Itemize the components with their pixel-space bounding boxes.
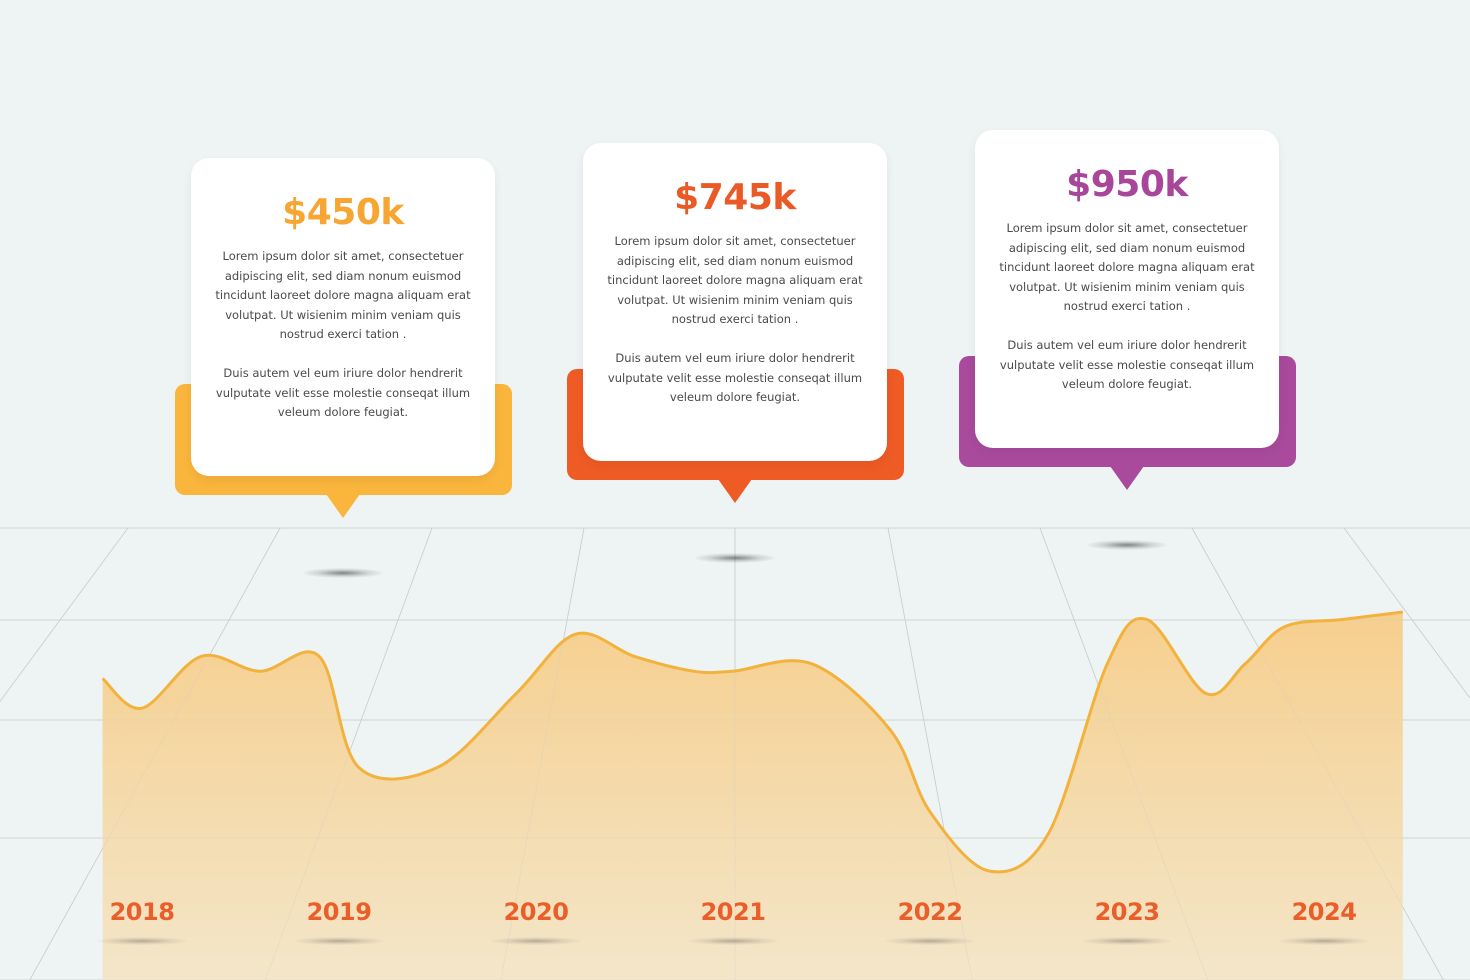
grid-vertical-line bbox=[1343, 527, 1470, 699]
x-axis-label-shadow bbox=[1279, 937, 1369, 945]
callout-card-body: $745k Lorem ipsum dolor sit amet, consect… bbox=[583, 143, 887, 461]
grid-vertical-line bbox=[500, 527, 585, 980]
callout-value: $745k bbox=[674, 177, 796, 218]
grid-vertical-line bbox=[0, 527, 129, 702]
callout-paragraph-2: Duis autem vel eum iriure dolor hendreri… bbox=[215, 365, 471, 420]
callout-pointer bbox=[326, 494, 360, 518]
callout-paragraph-1: Lorem ipsum dolor sit amet, consectetuer… bbox=[215, 249, 471, 342]
grid-vertical-line bbox=[1343, 527, 1470, 699]
callout-paragraph-1: Lorem ipsum dolor sit amet, consectetuer… bbox=[607, 234, 863, 327]
x-axis-label-2022: 2022 bbox=[897, 898, 963, 926]
callout-marker-shadow bbox=[303, 568, 383, 578]
x-axis-label-shadow bbox=[491, 937, 581, 945]
area-series-line bbox=[101, 610, 1403, 874]
x-axis-label-2019: 2019 bbox=[306, 898, 372, 926]
x-axis-label-2020: 2020 bbox=[503, 898, 569, 926]
callout-pointer bbox=[1110, 466, 1144, 490]
callout-paragraph-2: Duis autem vel eum iriure dolor hendreri… bbox=[607, 350, 863, 405]
callout-value: $950k bbox=[1066, 164, 1188, 205]
grid-vertical-line bbox=[29, 527, 281, 980]
grid-vertical-line bbox=[1039, 527, 1209, 980]
x-axis-label-shadow bbox=[97, 937, 187, 945]
callout-pointer bbox=[718, 479, 752, 503]
callout-card-body: $450k Lorem ipsum dolor sit amet, consect… bbox=[191, 158, 495, 476]
grid-lines-overlay bbox=[0, 527, 1470, 980]
x-axis-label-shadow bbox=[885, 937, 975, 945]
callout-paragraph-2: Duis autem vel eum iriure dolor hendreri… bbox=[999, 337, 1255, 392]
callout-paragraph-1: Lorem ipsum dolor sit amet, consectetuer… bbox=[999, 221, 1255, 314]
x-axis-label-shadow bbox=[294, 937, 384, 945]
callout-marker-shadow bbox=[1087, 540, 1167, 550]
x-axis-label-shadow bbox=[1082, 937, 1172, 945]
grid-vertical-line bbox=[887, 527, 973, 980]
x-axis-label-2021: 2021 bbox=[700, 898, 766, 926]
callout-card-body: $950k Lorem ipsum dolor sit amet, consect… bbox=[975, 130, 1279, 448]
grid-vertical-line bbox=[1191, 527, 1444, 980]
callout-marker-shadow bbox=[695, 553, 775, 563]
x-axis-label-shadow bbox=[688, 937, 778, 945]
x-axis-label-2018: 2018 bbox=[109, 898, 175, 926]
callout-value: $450k bbox=[282, 192, 404, 233]
area-series-fill bbox=[102, 612, 1403, 980]
x-axis-label-2023: 2023 bbox=[1094, 898, 1160, 926]
x-axis-label-2024: 2024 bbox=[1291, 898, 1357, 926]
grid-vertical-line bbox=[0, 527, 129, 702]
